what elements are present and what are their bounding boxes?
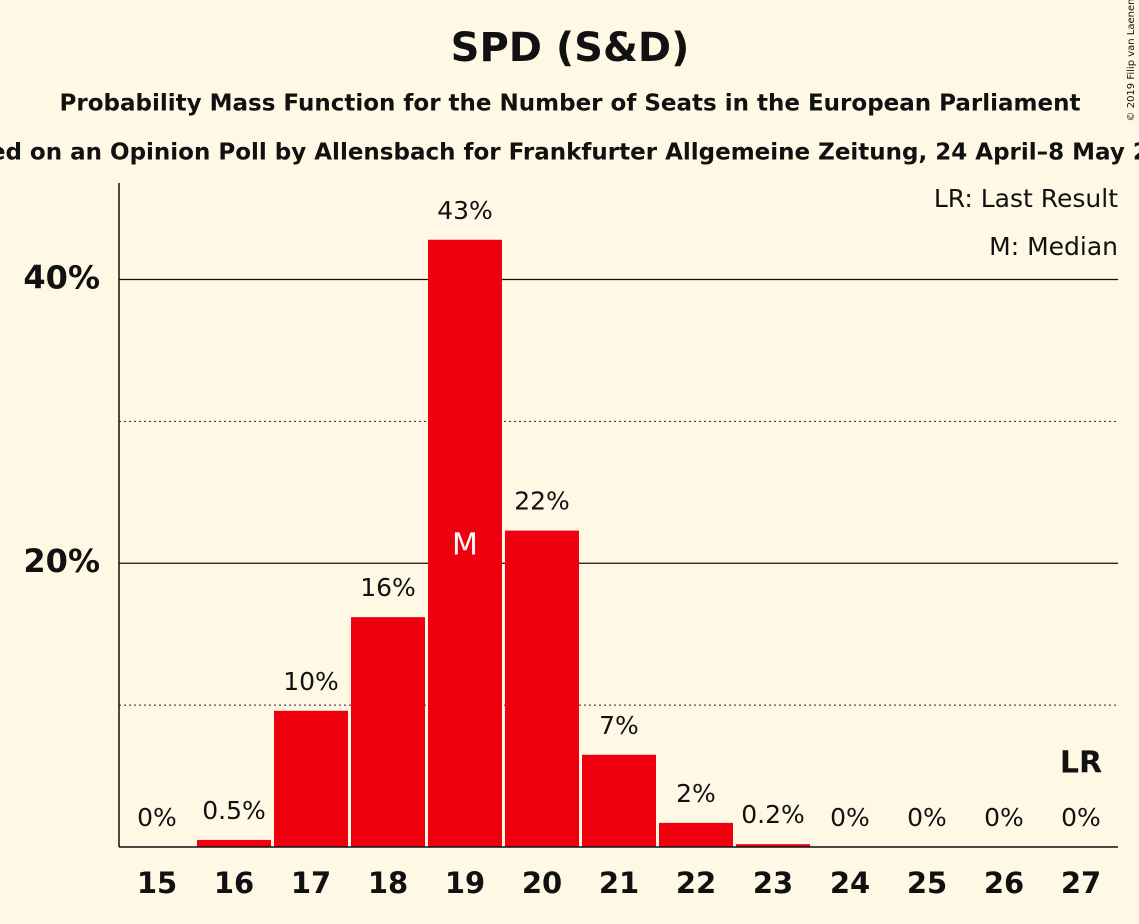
value-label: 0% (984, 803, 1024, 832)
bar (736, 844, 810, 847)
y-tick-label: 20% (23, 542, 100, 580)
last-result-marker: LR (1060, 746, 1102, 781)
value-label: 0.2% (741, 800, 805, 829)
x-tick-label: 19 (445, 866, 485, 900)
bar (659, 822, 733, 847)
bar (505, 530, 579, 847)
x-tick-label: 23 (753, 866, 793, 900)
value-label: 7% (599, 711, 639, 740)
bar (274, 710, 348, 847)
x-tick-label: 27 (1061, 866, 1101, 900)
x-tick-label: 21 (599, 866, 639, 900)
bar (197, 839, 271, 847)
chart-subtitle: Probability Mass Function for the Number… (60, 91, 1081, 117)
x-tick-label: 18 (368, 866, 408, 900)
legend-entry: M: Median (989, 232, 1118, 261)
x-tick-label: 20 (522, 866, 562, 900)
x-tick-label: 24 (830, 866, 870, 900)
copyright: © 2019 Filip van Laenen (1126, 0, 1137, 121)
bar (582, 754, 656, 847)
value-label: 43% (437, 196, 493, 225)
value-label: 0% (830, 803, 870, 832)
x-tick-label: 22 (676, 866, 716, 900)
value-label: 0% (137, 803, 177, 832)
x-tick-label: 25 (907, 866, 947, 900)
bar (351, 617, 425, 847)
value-label: 0.5% (202, 796, 266, 825)
x-tick-label: 15 (137, 866, 177, 900)
value-label: 2% (676, 779, 716, 808)
x-tick-label: 17 (291, 866, 331, 900)
value-label: 0% (907, 803, 947, 832)
chart-title: SPD (S&D) (451, 25, 690, 71)
value-label: 10% (283, 667, 339, 696)
x-tick-label: 16 (214, 866, 254, 900)
legend-entry: LR: Last Result (934, 184, 1118, 213)
value-label: 16% (360, 573, 416, 602)
bar (428, 239, 502, 847)
value-label: 0% (1061, 803, 1101, 832)
y-tick-label: 40% (23, 258, 100, 296)
median-marker: M (452, 528, 478, 563)
chart-subtitle: Based on an Opinion Poll by Allensbach f… (0, 140, 1139, 166)
x-tick-label: 26 (984, 866, 1024, 900)
value-label: 22% (514, 487, 570, 516)
